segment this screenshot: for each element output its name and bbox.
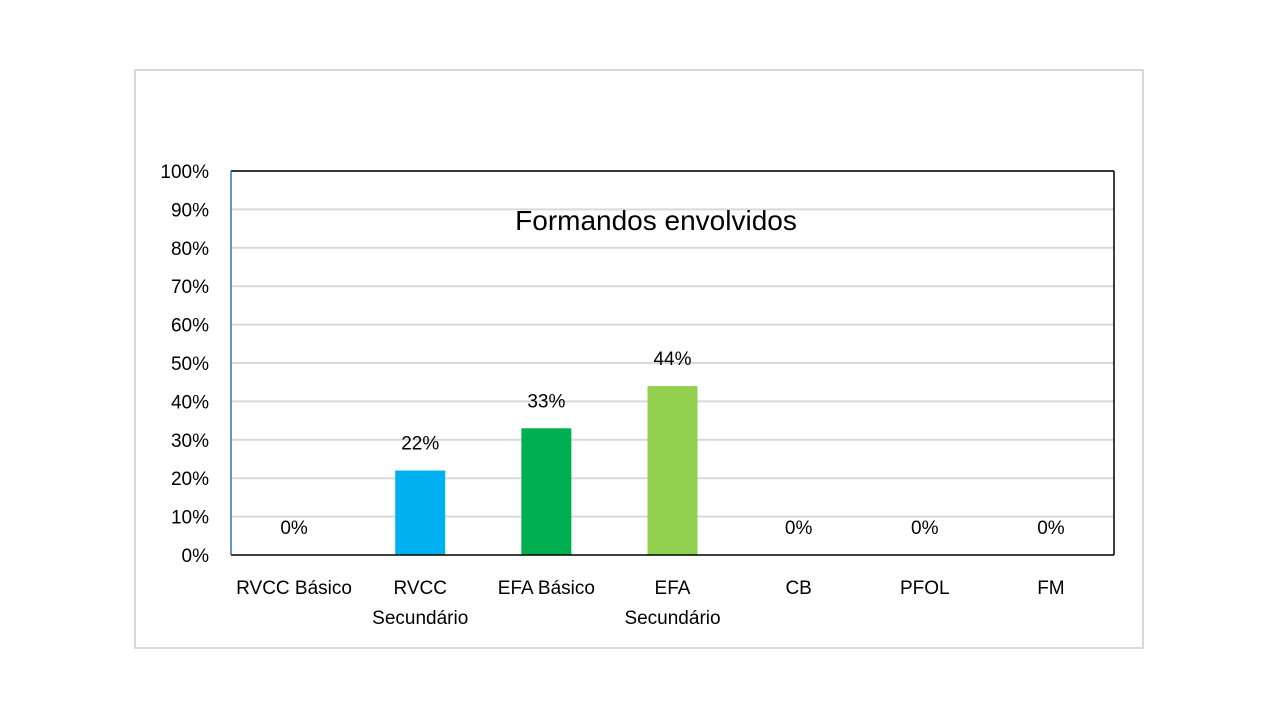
axes (230, 170, 1115, 556)
data-label: 0% (280, 518, 308, 539)
x-tick-label: EFA (655, 578, 691, 599)
bars (395, 386, 698, 555)
chart-frame (134, 69, 1144, 649)
x-tick-label: PFOL (900, 578, 950, 599)
y-tick-label: 30% (171, 431, 209, 452)
data-label: 0% (785, 518, 813, 539)
y-tick-label: 80% (171, 239, 209, 260)
x-tick-label: EFA Básico (498, 578, 595, 599)
data-label: 44% (653, 349, 691, 370)
labels: 0% 10% 20% 30% 40% 50% 60% 70% 80% 90% 100% 0% RVCC … (160, 162, 1064, 629)
x-tick-label: CB (785, 578, 811, 599)
chart-title: Formandos envolvidos (515, 205, 797, 236)
data-label: 0% (1037, 518, 1065, 539)
y-tick-label: 100% (160, 162, 209, 183)
bar (395, 470, 446, 555)
x-tick-label: RVCC (393, 578, 447, 599)
x-tick-label: RVCC Básico (236, 578, 352, 599)
data-label: 0% (911, 518, 939, 539)
bar (521, 428, 572, 555)
y-tick-label: 0% (182, 546, 210, 567)
x-tick-label: Secundário (372, 608, 468, 629)
y-tick-label: 10% (171, 508, 209, 529)
y-tick-label: 60% (171, 316, 209, 337)
y-tick-label: 90% (171, 200, 209, 221)
x-tick-label: FM (1037, 578, 1064, 599)
x-tick-label: Secundário (624, 608, 720, 629)
y-tick-label: 70% (171, 277, 209, 298)
y-tick-label: 50% (171, 354, 209, 375)
y-tick-label: 40% (171, 392, 209, 413)
bar (647, 386, 698, 555)
data-label: 33% (527, 391, 565, 412)
y-tick-label: 20% (171, 469, 209, 490)
data-label: 22% (401, 434, 439, 455)
